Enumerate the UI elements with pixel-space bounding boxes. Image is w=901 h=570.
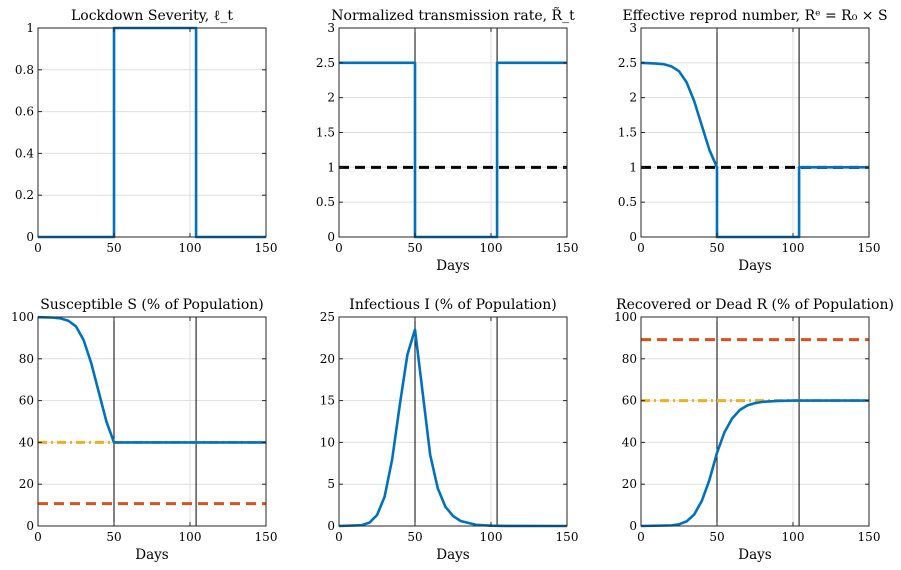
y-tick-label: 0: [327, 230, 335, 244]
y-tick-label: 2.5: [316, 56, 335, 70]
plot-area: [339, 317, 567, 526]
y-tick-label: 60: [622, 394, 637, 408]
y-tick-label: 40: [19, 435, 34, 449]
x-tick-label: 0: [34, 530, 42, 544]
y-tick-label: 2: [629, 91, 637, 105]
y-tick-label: 5: [327, 477, 335, 491]
plot-area: [641, 317, 869, 526]
y-tick-label: 0.5: [618, 195, 637, 209]
y-tick-label: 0: [629, 230, 637, 244]
chart-title: Normalized transmission rate, R̃_t: [331, 6, 575, 24]
y-tick-label: 0.6: [15, 105, 34, 119]
axes-box: [640, 316, 870, 527]
y-tick-label: 0: [26, 230, 34, 244]
x-tick-label: 100: [480, 241, 503, 255]
y-tick-label: 1: [629, 160, 637, 174]
axes-box: [37, 316, 267, 527]
chart-title: Effective reprod number, Rᵉ = R₀ × S: [622, 8, 887, 24]
y-tick-label: 80: [19, 352, 34, 366]
chart-title: Infectious I (% of Population): [349, 297, 556, 313]
x-axis-label: Days: [738, 258, 771, 274]
x-tick-label: 50: [407, 530, 422, 544]
chart-title: Recovered or Dead R (% of Population): [616, 297, 894, 313]
y-tick-label: 100: [614, 310, 637, 324]
x-tick-label: 150: [858, 530, 881, 544]
y-tick-label: 100: [11, 310, 34, 324]
x-tick-label: 0: [335, 530, 343, 544]
y-tick-label: 0.8: [15, 63, 34, 77]
y-tick-label: 0: [629, 519, 637, 533]
x-axis-label: Days: [436, 258, 469, 274]
y-tick-label: 3: [629, 21, 637, 35]
y-tick-label: 1.5: [316, 126, 335, 140]
x-tick-label: 50: [106, 241, 121, 255]
x-tick-label: 150: [255, 241, 278, 255]
y-tick-label: 3: [327, 21, 335, 35]
y-tick-label: 40: [622, 435, 637, 449]
y-tick-label: 1: [327, 160, 335, 174]
axes-box: [338, 316, 568, 527]
axes-box: [37, 27, 267, 238]
chart-title: Susceptible S (% of Population): [40, 297, 264, 313]
x-axis-label: Days: [436, 547, 469, 563]
x-tick-label: 100: [480, 530, 503, 544]
panel-4: 0 50 100 150 0 20 40 60 80 100 Susceptible S (% of…: [11, 297, 277, 563]
x-axis-label: Days: [135, 547, 168, 563]
plot-area: [38, 317, 266, 526]
x-tick-label: 50: [709, 530, 724, 544]
x-tick-label: 0: [335, 241, 343, 255]
y-tick-label: 0.2: [15, 188, 34, 202]
series-line: [640, 399, 869, 528]
y-tick-label: 25: [320, 310, 335, 324]
y-tick-label: 60: [19, 394, 34, 408]
y-tick-label: 10: [320, 435, 335, 449]
panel-1: 0 50 100 150 0 0.2 0.4 0.6 0.8 1 Lockdown Severity…: [15, 8, 278, 255]
y-tick-label: 20: [622, 477, 637, 491]
plot-area: [38, 28, 266, 237]
x-tick-label: 150: [556, 241, 579, 255]
y-tick-label: 0.5: [316, 195, 335, 209]
y-tick-label: 0: [327, 519, 335, 533]
x-tick-label: 0: [637, 530, 645, 544]
y-tick-label: 20: [19, 477, 34, 491]
series-line: [37, 315, 266, 444]
y-tick-label: 1: [26, 21, 34, 35]
x-tick-label: 50: [407, 241, 422, 255]
x-tick-label: 150: [255, 530, 278, 544]
x-tick-label: 100: [782, 241, 805, 255]
x-tick-label: 150: [556, 530, 579, 544]
x-tick-label: 150: [858, 241, 881, 255]
y-tick-label: 80: [622, 352, 637, 366]
x-tick-label: 50: [106, 530, 121, 544]
x-tick-label: 100: [782, 530, 805, 544]
y-tick-label: 1.5: [618, 126, 637, 140]
y-tick-label: 2: [327, 91, 335, 105]
y-tick-label: 0.4: [15, 146, 34, 160]
y-tick-label: 20: [320, 352, 335, 366]
y-tick-label: 0: [26, 519, 34, 533]
chart-title: Lockdown Severity, ℓ_t: [71, 8, 233, 24]
x-tick-label: 0: [34, 241, 42, 255]
panel-5: 0 50 100 150 0 5 10 15 20 25 Infectious I (% of Po…: [320, 297, 579, 563]
x-tick-label: 50: [709, 241, 724, 255]
x-tick-label: 100: [179, 241, 202, 255]
x-axis-label: Days: [738, 547, 771, 563]
y-tick-label: 15: [320, 394, 335, 408]
y-tick-label: 2.5: [618, 56, 637, 70]
x-tick-label: 0: [637, 241, 645, 255]
series-line: [338, 328, 568, 528]
x-tick-label: 100: [179, 530, 202, 544]
